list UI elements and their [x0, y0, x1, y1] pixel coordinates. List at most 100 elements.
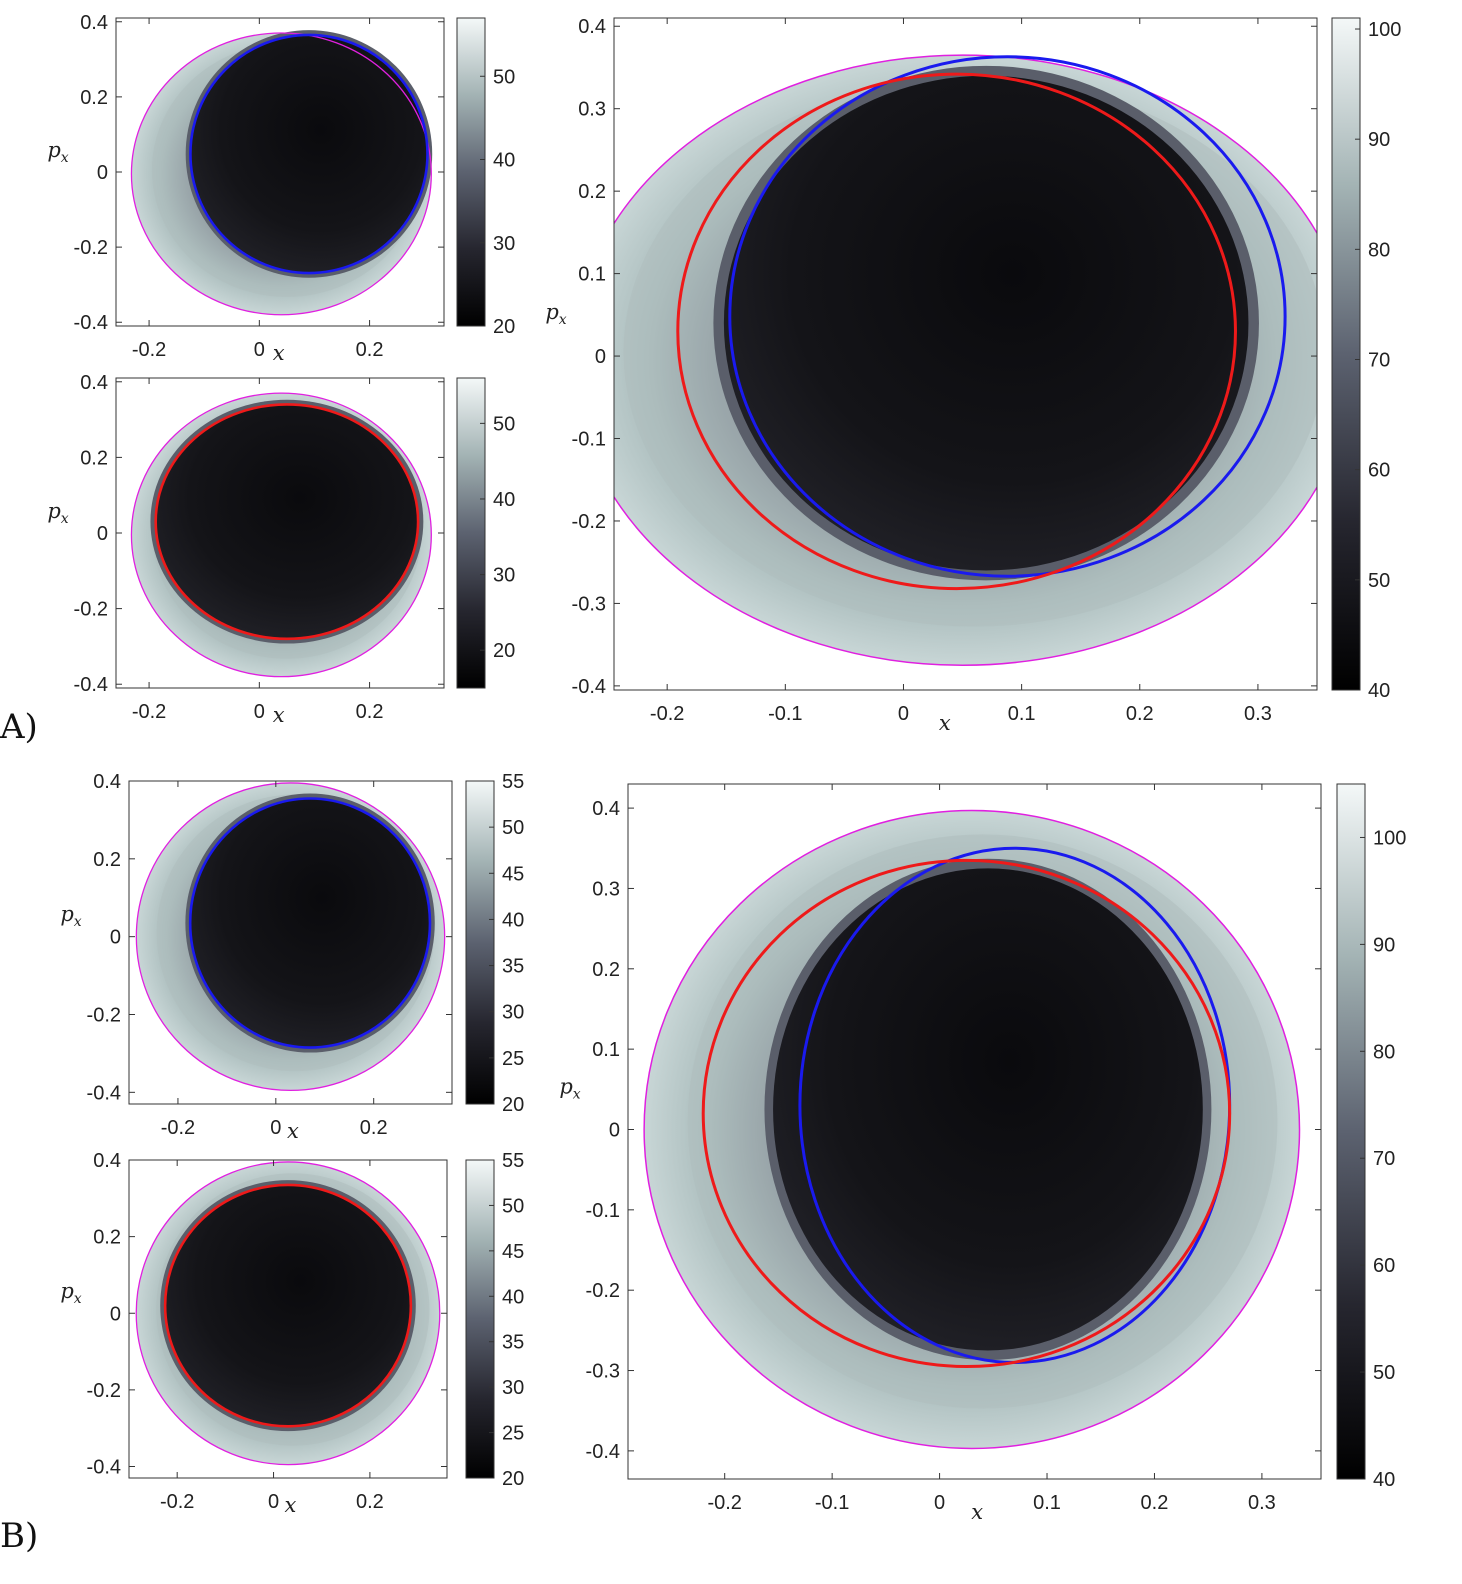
x-tick-label: 0.1: [1008, 703, 1036, 725]
y-tick-label: -0.4: [87, 1082, 121, 1104]
x-tick-label: 0.3: [1248, 1492, 1276, 1514]
colorbar-tick-label: 50: [502, 1195, 524, 1217]
colorbar-tick-label: 70: [1368, 350, 1390, 372]
y-tick-label: -0.1: [572, 429, 606, 451]
colorbar-tick-label: 50: [493, 413, 515, 435]
plot-area: [116, 378, 444, 688]
y-axis-label: px: [559, 1074, 580, 1102]
y-tick-label: 0.1: [578, 264, 606, 286]
colorbar-tick-label: 50: [1373, 1362, 1395, 1384]
x-tick-label: 0.2: [356, 1491, 384, 1513]
colorbar: [1331, 17, 1361, 691]
colorbar-tick-label: 55: [502, 771, 524, 793]
x-tick-label: -0.2: [132, 701, 166, 723]
colorbar: [456, 17, 486, 327]
x-tick-label: -0.2: [132, 339, 166, 361]
y-tick-label: -0.4: [572, 676, 606, 698]
dark-region: [165, 1184, 411, 1427]
panel-label-b: B): [0, 1516, 38, 1556]
red-curve: [163, 1183, 413, 1428]
y-tick-label: 0.4: [93, 1150, 121, 1172]
red-curve: [154, 403, 420, 641]
panel-A-large: -0.2 -0.1 0 0.1 0.2 0.3 -0.4 -0.3 -0.2 -0.1 0 0.1 0.…: [545, 16, 1401, 735]
y-tick-label: 0.3: [592, 878, 620, 900]
colorbar: [1336, 783, 1366, 1480]
colorbar-tick-label: 20: [493, 316, 515, 338]
axes-frame: [613, 17, 1318, 691]
y-axis-label-subscript: x: [61, 511, 69, 527]
colorbar-tick-label: 40: [493, 489, 515, 511]
panel-B-bottom-small: -0.2 0 0.2-0.4-0.200.20.4xpx20253035404550…: [60, 1150, 524, 1517]
x-tick-label: 0: [254, 339, 265, 361]
colorbar-tick-label: 100: [1373, 827, 1406, 849]
y-tick-label: -0.2: [586, 1280, 620, 1302]
boundary-curve: [643, 809, 1301, 1450]
plot-area: [628, 784, 1321, 1479]
colorbar-tick-label: 80: [1368, 239, 1390, 261]
colorbar-tick-label: 25: [502, 1048, 524, 1070]
boundary-curve: [614, 54, 1317, 666]
colorbar: [456, 377, 486, 689]
colorbar-tick-label: 50: [493, 66, 515, 88]
y-tick-label: -0.2: [87, 1380, 121, 1402]
plot-area: [116, 18, 444, 326]
colorbar-tick-label: 25: [502, 1423, 524, 1445]
x-tick-label: 0.2: [1126, 703, 1154, 725]
colorbar-tick-label: 20: [502, 1094, 524, 1116]
y-tick-label: 0.4: [80, 12, 108, 34]
x-tick-label: -0.2: [650, 703, 684, 725]
colorbar: [465, 780, 495, 1105]
axes-frame: [128, 780, 453, 1105]
y-tick-label: 0.2: [80, 447, 108, 469]
y-tick-label: 0: [97, 523, 108, 545]
colorbar-tick-label: 20: [493, 640, 515, 662]
x-tick-label: -0.1: [815, 1492, 849, 1514]
x-tick-label: 0: [268, 1491, 279, 1513]
dark-region: [723, 75, 1249, 571]
y-tick-label: 0.4: [578, 16, 606, 38]
y-tick-label: 0.3: [578, 99, 606, 121]
y-tick-label: 0.2: [578, 181, 606, 203]
x-tick-label: 0.2: [356, 701, 384, 723]
blue-curve: [728, 55, 1287, 578]
colorbar-tick-label: 30: [493, 233, 515, 255]
colorbar-tick-label: 30: [502, 1377, 524, 1399]
y-tick-label: 0.2: [93, 849, 121, 871]
colorbar-tick-label: 40: [502, 909, 524, 931]
colorbar-tick-label: 45: [502, 1241, 524, 1263]
plot-area: [129, 1160, 447, 1478]
plot-area: [129, 781, 452, 1104]
axes-frame: [627, 783, 1322, 1480]
axes-frame: [128, 1159, 448, 1479]
x-tick-label: 0: [898, 703, 909, 725]
y-tick-label: -0.2: [572, 511, 606, 533]
colorbar-tick-label: 90: [1373, 934, 1395, 956]
y-tick-label: 0.4: [592, 798, 620, 820]
x-tick-label: 0.2: [360, 1117, 388, 1139]
blue-curve: [188, 797, 432, 1049]
x-axis-label: x: [287, 1119, 299, 1143]
y-tick-label: 0: [609, 1119, 620, 1141]
y-axis-label-subscript: x: [74, 914, 82, 930]
y-tick-label: 0.2: [93, 1227, 121, 1249]
x-axis-label: x: [284, 1493, 296, 1517]
colorbar-tick-label: 30: [493, 565, 515, 587]
x-tick-label: -0.2: [707, 1492, 741, 1514]
colorbar-tick-label: 40: [1373, 1469, 1395, 1491]
boundary-curve: [130, 392, 432, 678]
colorbar-tick-label: 35: [502, 956, 524, 978]
y-tick-label: -0.3: [572, 593, 606, 615]
colorbar-tick-label: 35: [502, 1332, 524, 1354]
panel-label-a: A): [0, 707, 38, 747]
y-tick-label: -0.4: [87, 1457, 121, 1479]
boundary-curve: [130, 32, 432, 316]
colorbar-tick-label: 60: [1368, 460, 1390, 482]
y-tick-label: 0: [110, 1303, 121, 1325]
colorbar-tick-label: 55: [502, 1150, 524, 1172]
y-axis-label: px: [47, 138, 68, 166]
colorbar-tick-label: 100: [1368, 19, 1401, 41]
x-tick-label: 0: [934, 1492, 945, 1514]
y-axis-label: px: [545, 300, 566, 328]
y-tick-label: -0.4: [74, 312, 108, 334]
